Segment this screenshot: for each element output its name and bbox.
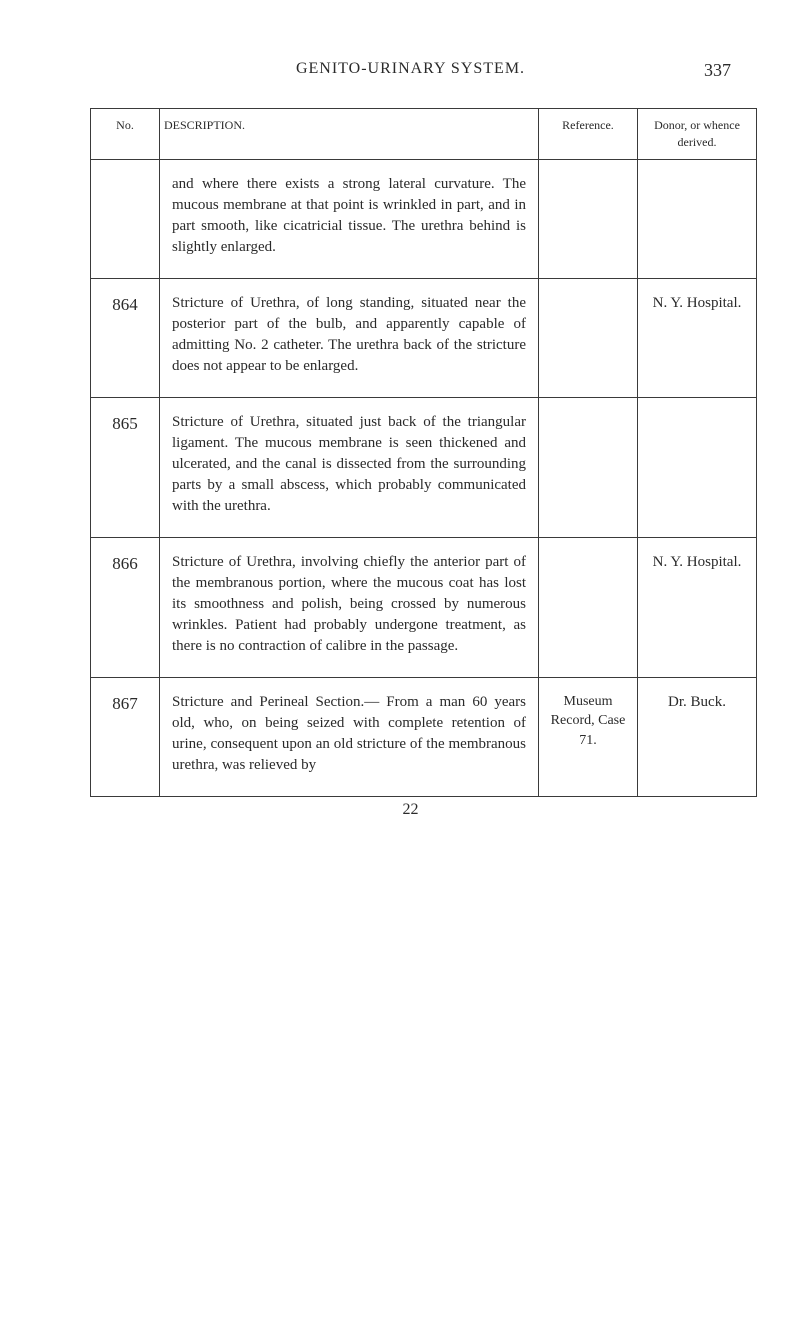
cell-description: and where there exists a strong lateral … — [160, 159, 539, 278]
cell-description: Stricture of Urethra, involving chiefly … — [160, 537, 539, 677]
cell-donor — [638, 397, 757, 537]
table-row: 867 Stricture and Perineal Section.— Fro… — [91, 677, 757, 796]
page-number: 337 — [704, 60, 731, 81]
cell-no — [91, 159, 160, 278]
catalog-table: No. DESCRIPTION. Reference. Donor, or wh… — [90, 108, 757, 797]
cell-description: Stricture of Urethra, situated just back… — [160, 397, 539, 537]
table-header-row: No. DESCRIPTION. Reference. Donor, or wh… — [91, 109, 757, 160]
cell-description: Stricture and Perineal Section.— From a … — [160, 677, 539, 796]
cell-reference: Museum Record, Case 71. — [539, 677, 638, 796]
col-header-no: No. — [91, 109, 160, 160]
cell-reference — [539, 537, 638, 677]
cell-reference — [539, 397, 638, 537]
cell-no: 865 — [91, 397, 160, 537]
col-header-donor: Donor, or whence derived. — [638, 109, 757, 160]
col-header-reference: Reference. — [539, 109, 638, 160]
table-row: 865 Stricture of Urethra, situated just … — [91, 397, 757, 537]
cell-description: Stricture of Urethra, of long standing, … — [160, 278, 539, 397]
table-row: 866 Stricture of Urethra, involving chie… — [91, 537, 757, 677]
page-container: GENITO-URINARY SYSTEM. 337 No. DESCRIPTI… — [0, 0, 801, 859]
cell-donor — [638, 159, 757, 278]
cell-reference — [539, 278, 638, 397]
page-header: GENITO-URINARY SYSTEM. 337 — [90, 60, 731, 78]
table-row: and where there exists a strong lateral … — [91, 159, 757, 278]
table-row: 864 Stricture of Urethra, of long standi… — [91, 278, 757, 397]
cell-reference — [539, 159, 638, 278]
header-title: GENITO-URINARY SYSTEM. — [296, 60, 525, 78]
signature-number: 22 — [90, 801, 731, 819]
cell-donor: N. Y. Hospital. — [638, 278, 757, 397]
cell-no: 867 — [91, 677, 160, 796]
cell-no: 866 — [91, 537, 160, 677]
col-header-description: DESCRIPTION. — [160, 109, 539, 160]
cell-no: 864 — [91, 278, 160, 397]
cell-donor: N. Y. Hospital. — [638, 537, 757, 677]
cell-donor: Dr. Buck. — [638, 677, 757, 796]
